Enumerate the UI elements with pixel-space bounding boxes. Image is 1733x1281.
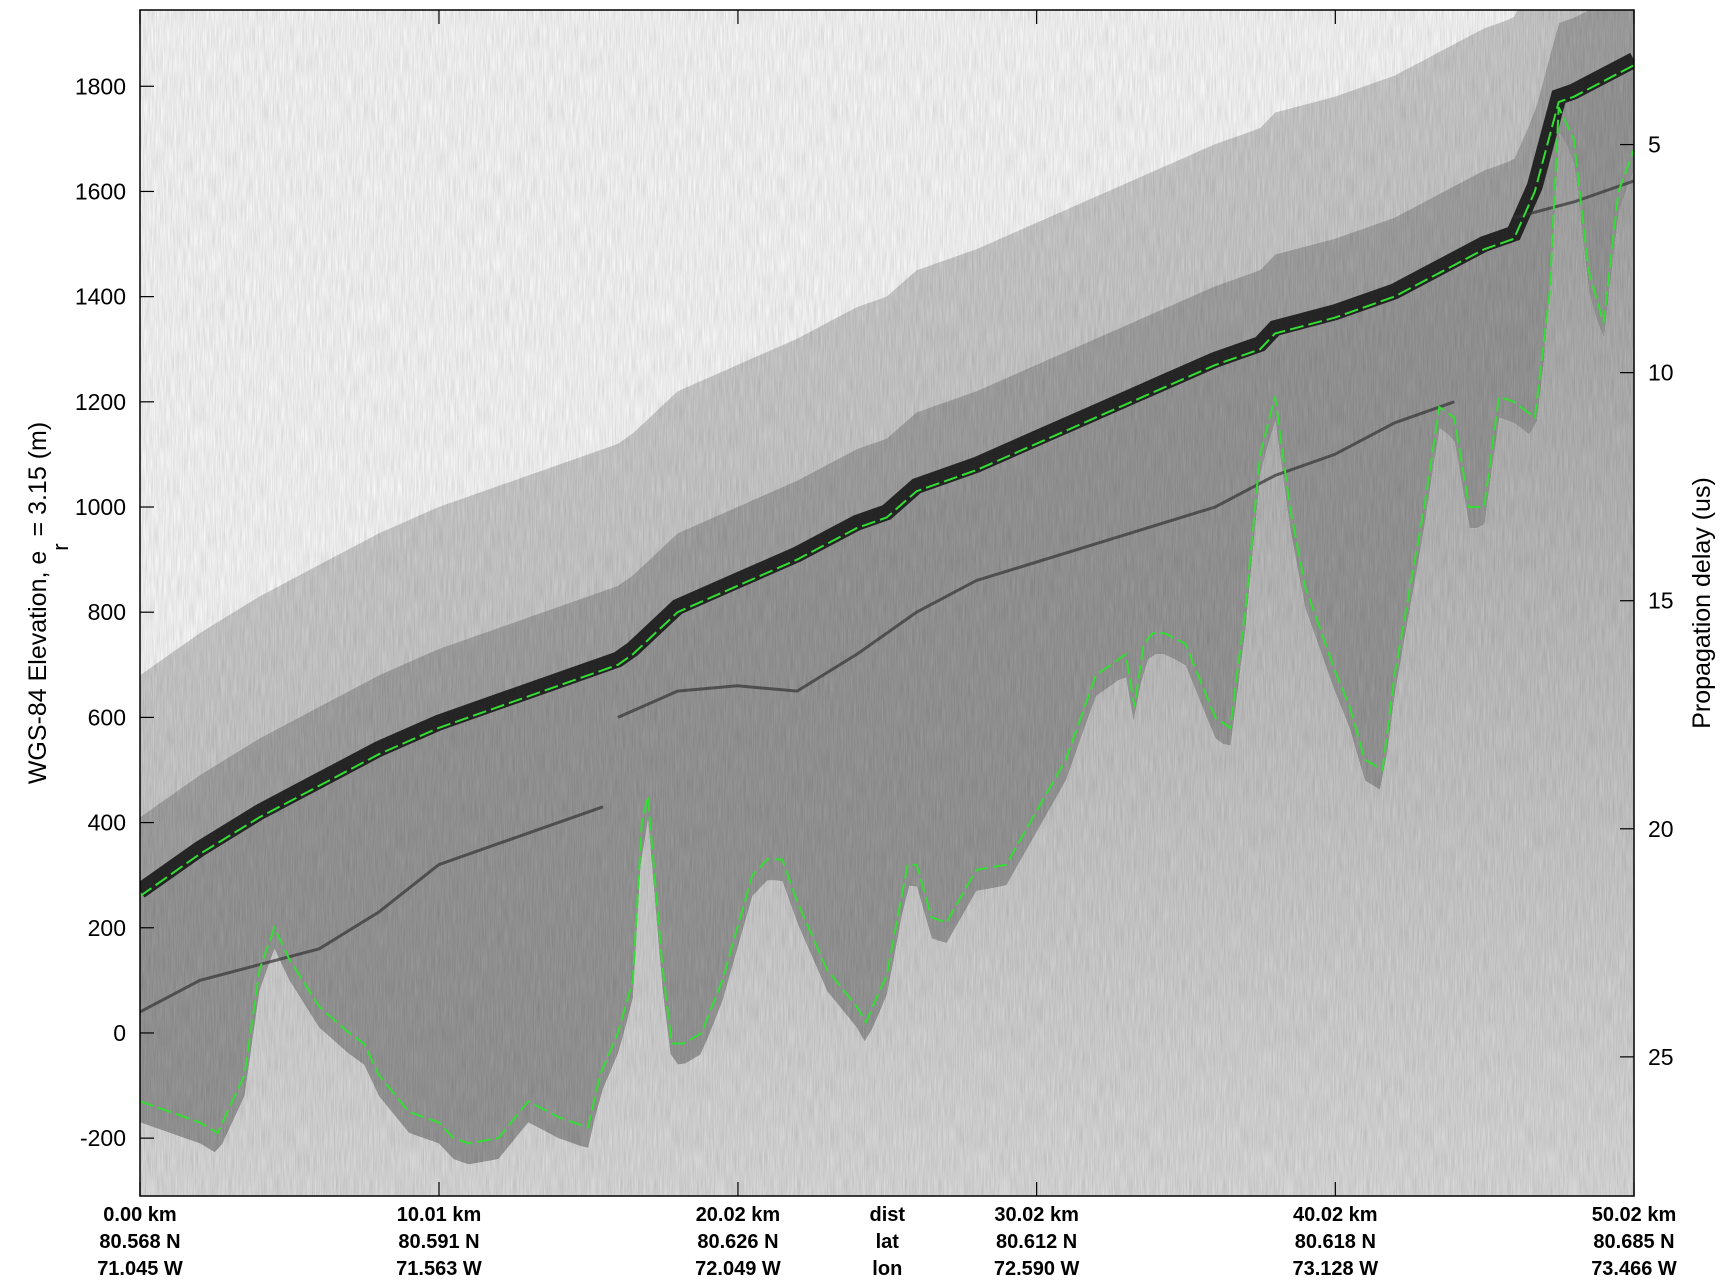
internal-layer-1 <box>140 805 604 1014</box>
x-row-name-dist: dist <box>870 1204 906 1226</box>
internal-layer-4 <box>1513 179 1634 220</box>
y-tick-label: 1000 <box>75 494 126 520</box>
y2-axis-title: Propagation delay (us) <box>1688 477 1716 729</box>
y-tick-label: 800 <box>88 599 126 625</box>
x-axis-labels: 0.00 km 80.568 N 71.045 W 10.01 km 80.591 N 7… <box>97 1204 1677 1280</box>
internal-layer-2 <box>617 579 978 719</box>
x-tick-label-dist: 50.02 km <box>1592 1204 1677 1226</box>
x-tick-label-lat: 80.568 N <box>99 1231 180 1253</box>
y2-tick-label: 10 <box>1648 360 1674 386</box>
x-tick-label-dist: 10.01 km <box>397 1204 482 1226</box>
x-tick-label-dist: 0.00 km <box>103 1204 176 1226</box>
x-row-name-lon: lon <box>872 1258 902 1280</box>
x-tick-label-lon: 71.563 W <box>396 1258 482 1280</box>
y-axis-right: 5 10 15 20 25 <box>1620 132 1674 1070</box>
y-tick-label: 1600 <box>75 178 126 204</box>
x-tick-label-lat: 80.626 N <box>697 1231 778 1253</box>
x-tick-label-lon: 72.590 W <box>994 1258 1080 1280</box>
y-tick-label: 400 <box>88 810 126 836</box>
y-tick-label: 1400 <box>75 284 126 310</box>
y-tick-label: 1800 <box>75 73 126 99</box>
y-axis-title: WGS-84 Elevation, er = 3.15 (m) <box>24 422 73 784</box>
x-tick-label-lat: 80.591 N <box>398 1231 479 1253</box>
x-tick-label-lat: 80.618 N <box>1295 1231 1376 1253</box>
x-tick-label-dist: 40.02 km <box>1293 1204 1378 1226</box>
y2-tick-label: 15 <box>1648 588 1674 614</box>
plot-frame <box>139 9 1635 1197</box>
y-axis-left: -200 0 200 400 600 800 1000 1200 1400 1600 1800 <box>75 73 154 1151</box>
x-tick-label-lat: 80.612 N <box>996 1231 1077 1253</box>
x-tick-label-lon: 73.128 W <box>1293 1258 1379 1280</box>
x-tick-label-dist: 20.02 km <box>696 1204 781 1226</box>
speckle-texture <box>140 10 1634 1196</box>
y2-tick-label: 5 <box>1648 132 1661 158</box>
x-tick-label-lon: 73.466 W <box>1591 1258 1677 1280</box>
y2-tick-label: 20 <box>1648 816 1674 842</box>
x-tick-label-lon: 72.049 W <box>695 1258 781 1280</box>
y-tick-label: 200 <box>88 915 126 941</box>
x-axis <box>139 10 1635 1196</box>
y-tick-label: 1200 <box>75 389 126 415</box>
y2-tick-label: 25 <box>1648 1044 1674 1070</box>
x-tick-label-lon: 71.045 W <box>97 1258 183 1280</box>
bottom-pick-line <box>140 106 1634 1145</box>
internal-layer-3 <box>975 400 1455 583</box>
x-tick-label-dist: 30.02 km <box>994 1204 1079 1226</box>
y-tick-label: -200 <box>80 1125 126 1151</box>
x-tick-label-lat: 80.685 N <box>1593 1231 1674 1253</box>
x-row-name-lat: lat <box>876 1231 900 1253</box>
radar-echogram <box>140 10 1634 1196</box>
surface-reflection <box>140 52 1634 898</box>
surface-pick-line <box>140 64 1634 898</box>
y-tick-label: 600 <box>88 704 126 730</box>
y-tick-label: 0 <box>113 1020 126 1046</box>
internal-layers <box>140 179 1634 1014</box>
